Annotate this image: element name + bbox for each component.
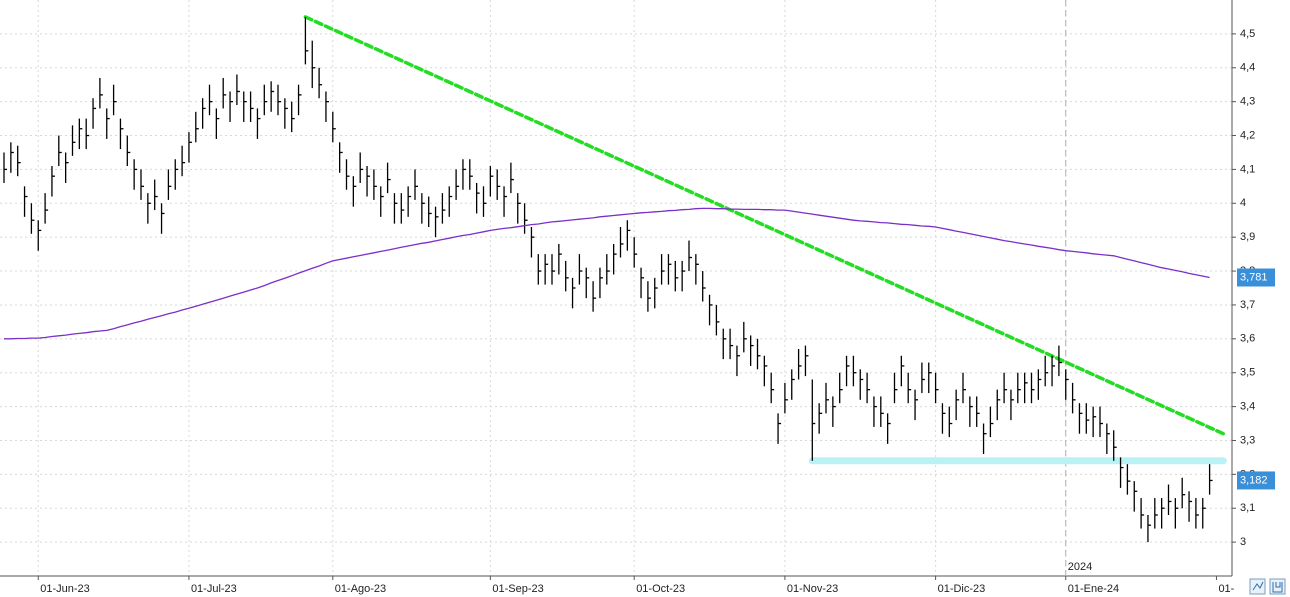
trend-line (303, 15, 1226, 436)
y-tick-label: 3 (1240, 536, 1246, 548)
x-tick-label: 01-Oct-23 (636, 583, 685, 595)
y-tick-label: 4,2 (1240, 129, 1255, 141)
year-label: 2024 (1068, 561, 1092, 573)
zoom-icon[interactable] (1249, 578, 1266, 595)
price-tag-label: 3,182 (1240, 474, 1268, 486)
x-tick-label: 01-Sep-23 (492, 583, 543, 595)
toolbar-icons (1249, 578, 1286, 595)
x-tick-label: 01-Ene-24 (1068, 583, 1119, 595)
save-glyph (1272, 582, 1283, 593)
y-tick-label: 4,3 (1240, 96, 1255, 108)
y-tick-label: 3,7 (1240, 299, 1255, 311)
x-tick-label: 01-Jul-23 (191, 583, 237, 595)
y-tick-label: 4 (1240, 197, 1246, 209)
price-tag (1237, 268, 1275, 287)
y-tick-label: 3,1 (1240, 502, 1255, 514)
y-tick-label: 4,4 (1240, 62, 1255, 74)
y-tick-label: 3,3 (1240, 434, 1255, 446)
y-axis-panel (1232, 0, 1290, 597)
price-tag (1237, 471, 1275, 490)
x-tick-label: 01-Ago-23 (335, 583, 386, 595)
y-tick-label: 3,9 (1240, 231, 1255, 243)
grid-layer (0, 0, 1232, 576)
price-tag-label: 3,781 (1240, 271, 1268, 283)
moving-average-line (4, 207, 1210, 340)
x-tick-label: 01- (1218, 583, 1234, 595)
y-tick-label: 3,4 (1240, 400, 1255, 412)
y-tick-label: 3,5 (1240, 367, 1255, 379)
x-tick-label: 01-Jun-23 (40, 583, 90, 595)
y-tick-label: 4,5 (1240, 28, 1255, 40)
y-tick-label: 3,6 (1240, 333, 1255, 345)
x-tick-label: 01-Nov-23 (787, 583, 838, 595)
y-tick-label: 4,1 (1240, 163, 1255, 175)
x-tick-label: 01-Dic-23 (938, 583, 986, 595)
zoom-glyph (1252, 581, 1264, 591)
